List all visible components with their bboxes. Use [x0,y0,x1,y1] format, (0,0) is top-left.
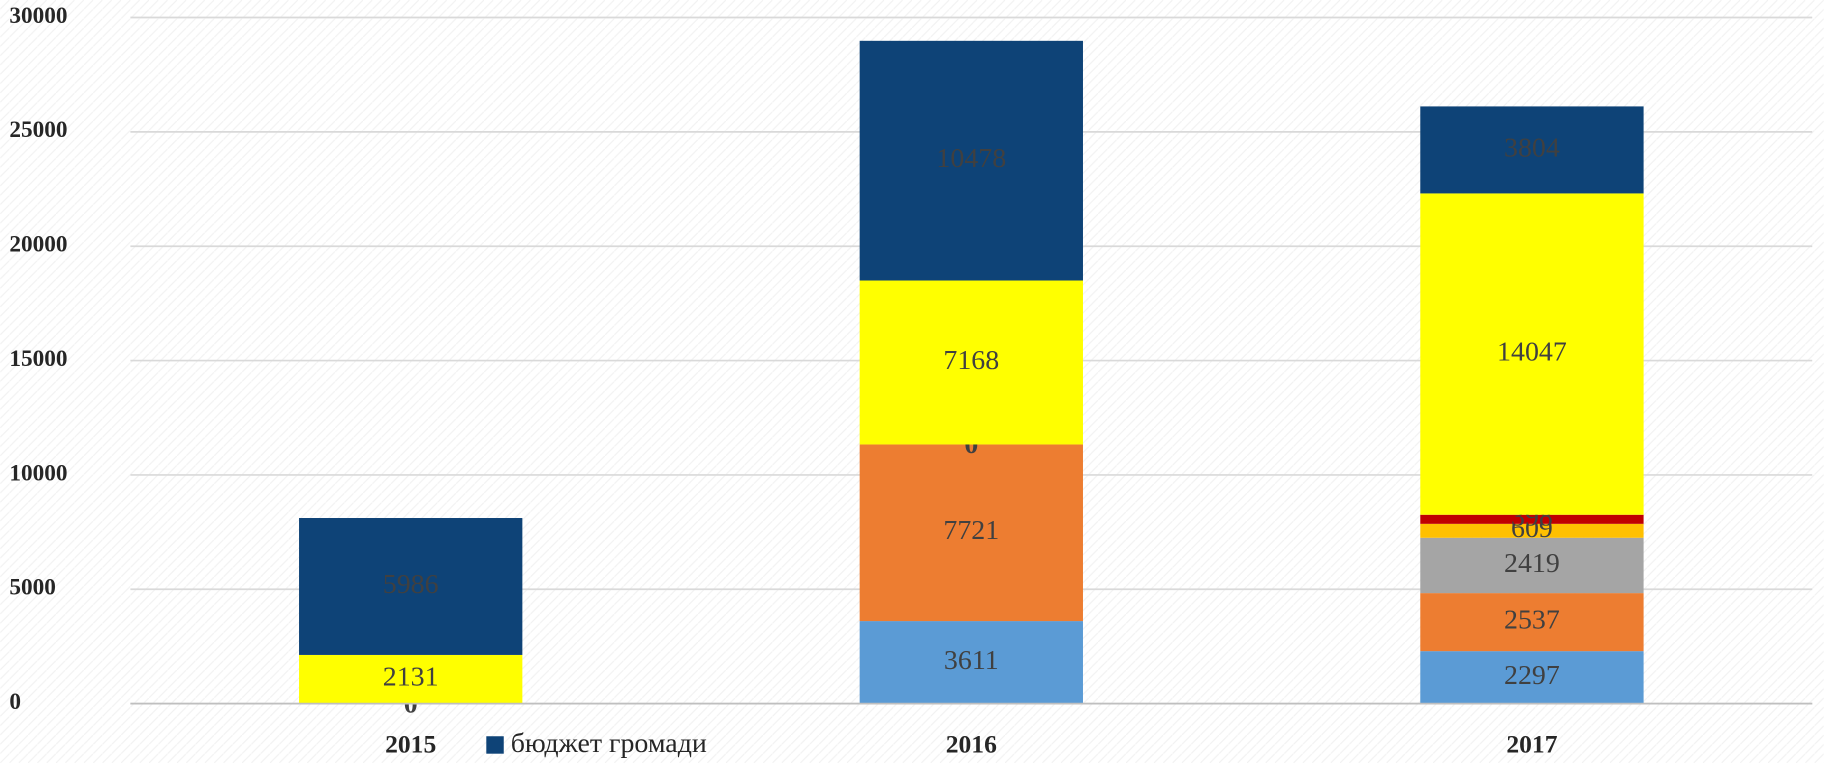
bar-segment [859,444,1083,622]
data-label: 2537 [1504,605,1560,636]
y-tick-label: 15000 [9,346,67,372]
bar-segment [1420,651,1644,704]
data-label: 14047 [1497,336,1567,367]
data-label: 7721 [943,515,999,546]
bar-segment [1420,193,1644,515]
bar-segment [1420,593,1644,652]
bar-segment [1420,514,1644,524]
data-label: 2419 [1504,548,1560,579]
x-tick-label: 2015 [385,730,436,759]
bar-segment [1420,106,1644,194]
y-tick-label: 20000 [9,232,67,258]
legend-swatch [486,736,504,754]
bar-segment [299,654,523,704]
data-label: 2131 [383,662,439,693]
bar-segment [1420,537,1644,594]
x-tick-label: 2016 [946,730,997,759]
data-label: 7168 [943,345,999,376]
legend-label: бюджет громади [511,728,707,759]
data-label: 5986 [383,569,439,600]
bar-segment [299,518,523,655]
bar-segment [859,621,1083,704]
data-label: 3804 [1504,132,1560,163]
bar-segment [859,280,1083,445]
data-label: 2297 [1504,660,1560,691]
y-tick-label: 5000 [9,575,56,601]
y-tick-label: 0 [9,689,21,715]
data-label: 3611 [944,645,999,676]
bar-segment [1420,523,1644,538]
x-tick-label: 2017 [1506,730,1557,759]
y-tick-label: 30000 [9,3,67,29]
y-tick-label: 10000 [9,460,67,486]
data-label: 10478 [936,143,1006,174]
bar-segment [859,40,1083,281]
y-tick-label: 25000 [9,117,67,143]
